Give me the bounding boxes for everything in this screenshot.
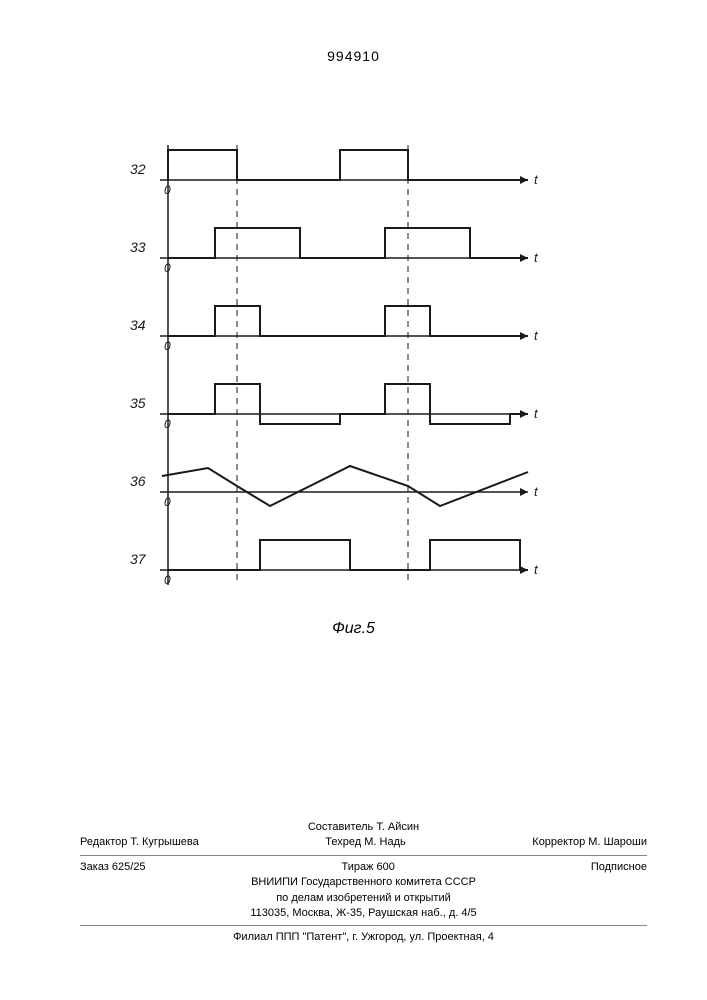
footer-tirage: Тираж 600	[342, 860, 395, 875]
footer-org2: по делам изобретений и открытий	[80, 891, 647, 906]
svg-text:t: t	[534, 328, 539, 343]
svg-text:35: 35	[130, 395, 146, 411]
svg-text:0: 0	[164, 495, 171, 509]
svg-text:0: 0	[164, 183, 171, 197]
svg-text:0: 0	[164, 261, 171, 275]
svg-text:t: t	[534, 172, 539, 187]
footer-order: Заказ 625/25	[80, 860, 146, 875]
svg-text:0: 0	[164, 417, 171, 431]
svg-text:t: t	[534, 250, 539, 265]
footer-bottom: Филиал ППП "Патент", г. Ужгород, ул. Про…	[80, 930, 647, 945]
svg-text:0: 0	[164, 339, 171, 353]
footer-editor: Редактор Т. Кугрышева	[80, 835, 199, 850]
svg-text:t: t	[534, 562, 539, 577]
figure-caption: Фиг.5	[0, 620, 707, 638]
timing-diagram: 32 0 t 33 0 t 34 0 t 35 0 t 36 0 t 37 0 t	[120, 140, 560, 610]
svg-text:t: t	[534, 406, 539, 421]
divider	[80, 925, 647, 926]
svg-text:33: 33	[130, 239, 146, 255]
footer-address: 113035, Москва, Ж-35, Раушская наб., д. …	[80, 906, 647, 921]
footer-subscription: Подписное	[591, 860, 647, 875]
footer-corrector: Корректор М. Шароши	[532, 835, 647, 850]
svg-text:32: 32	[130, 161, 146, 177]
svg-text:0: 0	[164, 573, 171, 587]
divider	[80, 855, 647, 856]
svg-text:t: t	[534, 484, 539, 499]
footer-compiler: Составитель Т. Айсин	[80, 820, 647, 835]
svg-text:36: 36	[130, 473, 146, 489]
document-number: 994910	[0, 48, 707, 64]
footer-techred: Техред М. Надь	[325, 835, 405, 850]
footer-org1: ВНИИПИ Государственного комитета СССР	[80, 875, 647, 890]
svg-text:34: 34	[130, 317, 146, 333]
svg-text:37: 37	[130, 551, 147, 567]
